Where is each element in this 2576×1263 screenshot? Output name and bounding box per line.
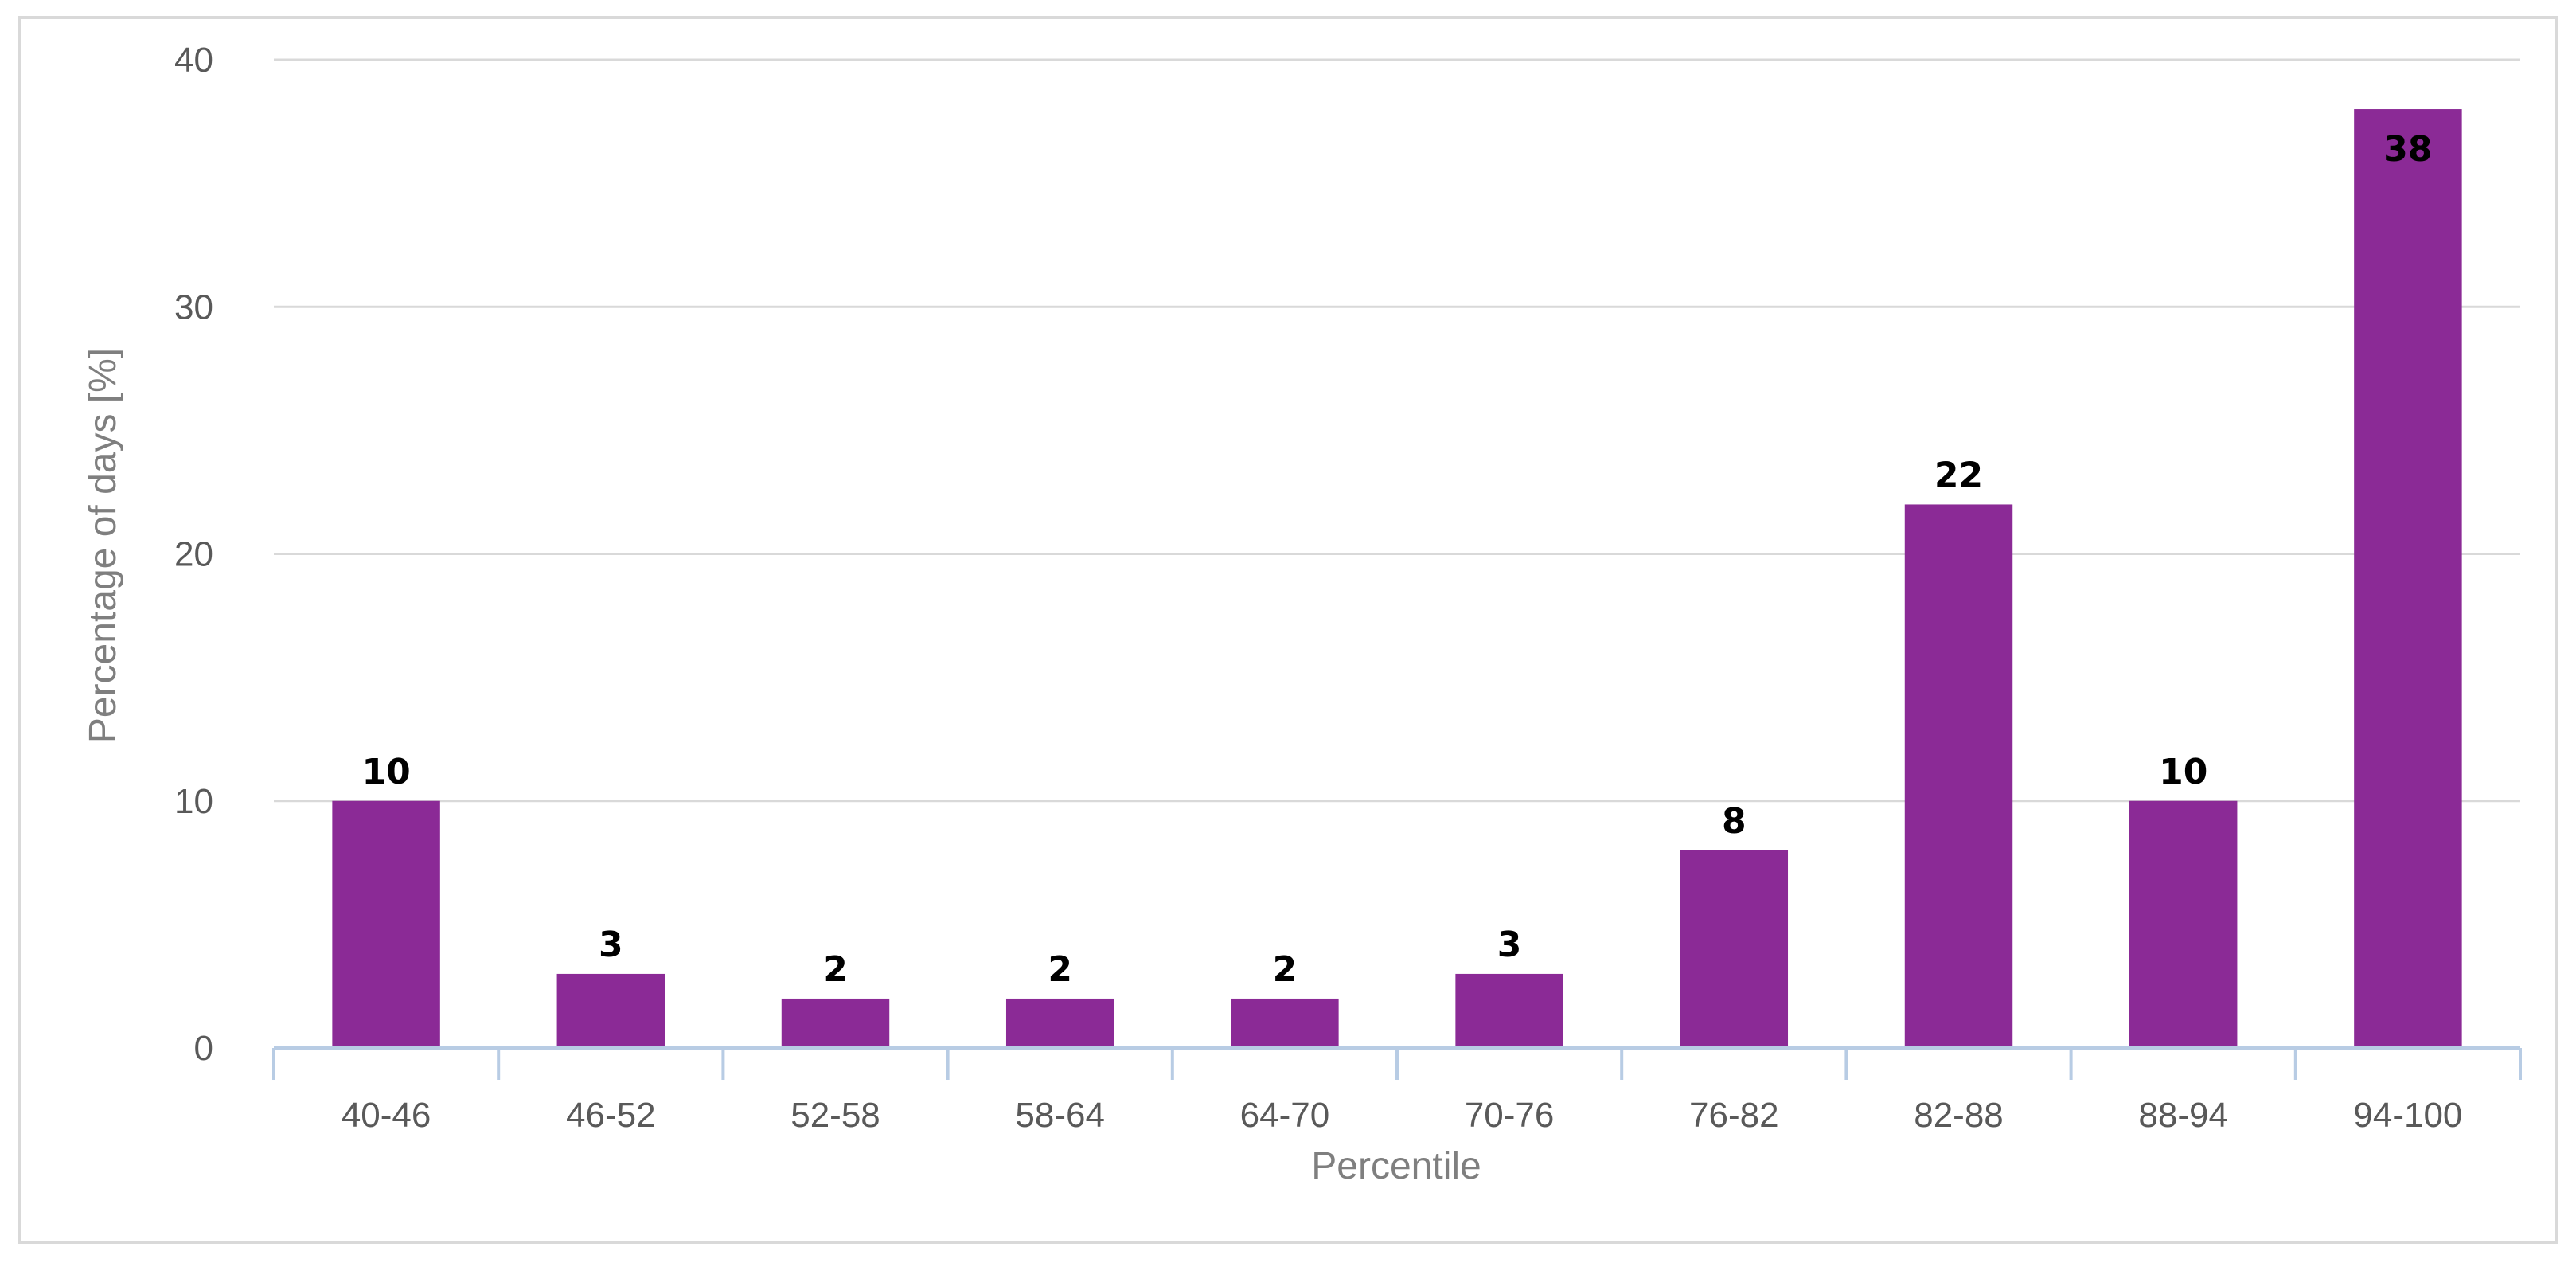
x-tick-label: 82-88 bbox=[1914, 1096, 2004, 1135]
data-label: 2 bbox=[1048, 949, 1072, 990]
bar-40-46 bbox=[332, 800, 440, 1048]
data-label: 3 bbox=[1497, 925, 1522, 965]
x-tick-label: 64-70 bbox=[1240, 1096, 1330, 1135]
x-axis bbox=[272, 1046, 2522, 1080]
data-label: 10 bbox=[2159, 752, 2207, 792]
x-tick-label: 52-58 bbox=[790, 1096, 880, 1135]
y-tick-label: 40 bbox=[174, 41, 213, 80]
bar-58-64 bbox=[1005, 998, 1114, 1048]
data-label: 3 bbox=[599, 925, 623, 965]
bar-64-70 bbox=[1231, 998, 1339, 1048]
data-label: 22 bbox=[1934, 455, 1983, 495]
y-axis-title: Percentage of days [%] bbox=[82, 348, 124, 743]
x-tick-label: 94-100 bbox=[2353, 1096, 2462, 1135]
x-tick-label: 40-46 bbox=[342, 1096, 431, 1135]
bars bbox=[332, 109, 2462, 1048]
y-tick-label: 0 bbox=[194, 1029, 213, 1068]
data-label: 2 bbox=[1273, 949, 1298, 990]
bar-70-76 bbox=[1455, 973, 1563, 1048]
y-tick-labels: 0 10 20 30 40 bbox=[174, 41, 213, 1068]
y-tick-label: 20 bbox=[174, 535, 213, 574]
gridlines bbox=[274, 58, 2520, 803]
x-axis-title: Percentile bbox=[1311, 1145, 1481, 1187]
bar-88-94 bbox=[2129, 800, 2238, 1048]
data-label: 10 bbox=[361, 752, 410, 792]
x-tick-labels: 40-46 46-52 52-58 58-64 64-70 70-76 76-82 82-88… bbox=[342, 1096, 2463, 1135]
data-label: 38 bbox=[2383, 129, 2432, 170]
bar-46-52 bbox=[556, 973, 665, 1048]
bar-52-58 bbox=[781, 998, 890, 1048]
bar-94-100 bbox=[2354, 109, 2462, 1048]
y-tick-label: 10 bbox=[174, 782, 213, 821]
data-label: 2 bbox=[823, 949, 848, 990]
bar-82-88 bbox=[1904, 504, 2013, 1048]
x-tick-label: 46-52 bbox=[566, 1096, 656, 1135]
y-tick-label: 30 bbox=[174, 287, 213, 327]
data-label: 8 bbox=[1722, 801, 1747, 842]
x-tick-label: 88-94 bbox=[2138, 1096, 2228, 1135]
bar-76-82 bbox=[1680, 850, 1789, 1048]
x-tick-label: 70-76 bbox=[1465, 1096, 1555, 1135]
x-tick-label: 76-82 bbox=[1689, 1096, 1779, 1135]
x-tick-label: 58-64 bbox=[1015, 1096, 1105, 1135]
